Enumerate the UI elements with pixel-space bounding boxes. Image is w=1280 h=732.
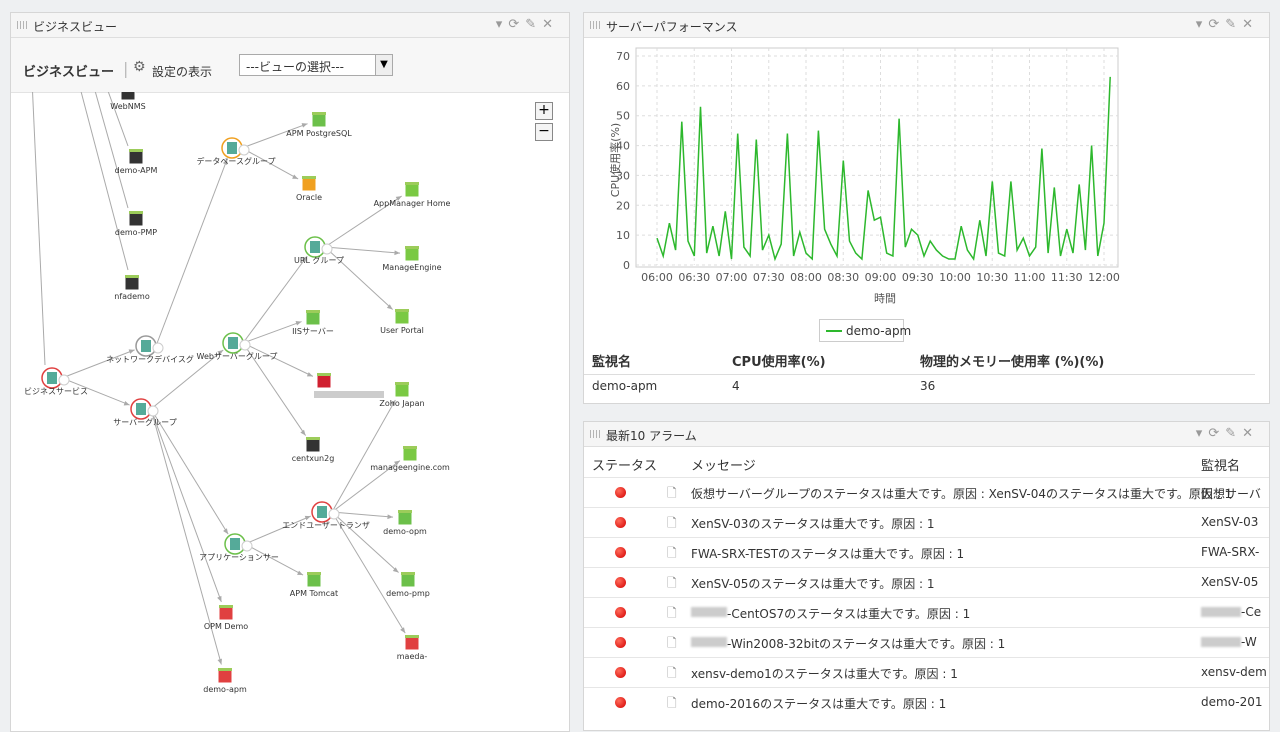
panel-header: サーバーパフォーマンス ▾⟳✎✕ — [584, 13, 1269, 38]
panel-controls[interactable]: ▾⟳✎✕ — [1195, 426, 1259, 441]
alarm-message[interactable]: demo-2016のステータスは重大です。原因 : 1 — [691, 697, 947, 711]
doc-icon: 🗋 — [667, 606, 677, 620]
panel-controls[interactable]: ▾⟳✎✕ — [1195, 17, 1259, 32]
doc-icon: 🗋 — [667, 486, 677, 500]
status-critical — [615, 577, 626, 588]
alarm-monitor[interactable]: XenSV-03 — [1201, 515, 1259, 529]
status-critical — [615, 517, 626, 528]
zoom-out[interactable]: − — [535, 123, 553, 141]
table-row — [584, 374, 1255, 403]
alarm-message[interactable]: -CentOS7のステータスは重大です。原因 : 1 — [727, 607, 971, 621]
status-critical — [615, 637, 626, 648]
doc-icon: 🗋 — [667, 696, 677, 710]
alarms-panel: 最新10 アラーム ▾⟳✎✕ ステータス メッセージ 監視名 🗋 仮想サーバーグル… — [583, 421, 1270, 731]
view-select[interactable]: ---ビューの選択--- ▼ — [239, 54, 393, 76]
view-select-text: ---ビューの選択--- — [246, 60, 344, 74]
alarm-row[interactable] — [584, 507, 1269, 538]
doc-icon: 🗋 — [667, 576, 677, 590]
panel-title: サーバーパフォーマンス — [606, 20, 738, 34]
panel-title: 最新10 アラーム — [606, 429, 697, 443]
redacted — [691, 637, 727, 647]
panel-header: 最新10 アラーム ▾⟳✎✕ — [584, 422, 1269, 447]
table-cell: 4 — [732, 379, 740, 393]
table-header: 物理的メモリー使用率 (%)(%) — [920, 355, 1105, 370]
alarm-message[interactable]: -Win2008-32bitのステータスは重大です。原因 : 1 — [727, 637, 1006, 651]
table-header: CPU使用率(%) — [732, 355, 826, 370]
column-header: 監視名 — [1201, 459, 1241, 474]
alarm-message[interactable]: FWA-SRX-TESTのステータスは重大です。原因 : 1 — [691, 547, 965, 561]
alarm-message[interactable]: XenSV-03のステータスは重大です。原因 : 1 — [691, 517, 935, 531]
panel-title: ビジネスビュー — [33, 20, 118, 34]
gear-icon[interactable]: ⚙ — [133, 59, 146, 75]
redacted — [1201, 607, 1241, 617]
redacted — [1201, 637, 1241, 647]
status-critical — [615, 697, 626, 708]
settings-link[interactable]: 設定の表示 — [152, 65, 213, 79]
alarm-row[interactable] — [584, 477, 1269, 508]
alarm-message[interactable]: XenSV-05のステータスは重大です。原因 : 1 — [691, 577, 935, 591]
alarm-row[interactable] — [584, 567, 1269, 598]
legend-swatch — [826, 330, 842, 332]
status-critical — [615, 547, 626, 558]
alarm-row[interactable] — [584, 657, 1269, 688]
alarm-message[interactable]: 仮想サーバーグループのステータスは重大です。原因 : XenSV-04のステータ… — [691, 487, 1233, 501]
alarm-message[interactable]: xensv-demo1のステータスは重大です。原因 : 1 — [691, 667, 958, 681]
alarm-monitor[interactable]: 仮想サーバ — [1201, 487, 1261, 501]
alarm-row[interactable] — [584, 627, 1269, 658]
status-critical — [615, 487, 626, 498]
status-critical — [615, 667, 626, 678]
alarm-monitor[interactable]: FWA-SRX- — [1201, 545, 1260, 559]
panel-header: ビジネスビュー ▾⟳✎✕ — [11, 13, 569, 38]
alarm-row[interactable] — [584, 597, 1269, 628]
business-view-panel: ビジネスビュー ▾⟳✎✕ ビジネスビュー | ⚙ 設定の表示 ---ビューの選択… — [10, 12, 570, 732]
dropdown-arrow: ▼ — [375, 55, 392, 75]
alarm-monitor[interactable]: demo-201 — [1201, 695, 1263, 709]
alarm-monitor[interactable]: -Ce — [1241, 605, 1262, 619]
legend: demo-apm — [819, 319, 911, 342]
redacted — [691, 607, 727, 617]
toolbar-title: ビジネスビュー — [23, 65, 115, 80]
alarm-row[interactable] — [584, 687, 1269, 718]
doc-icon: 🗋 — [667, 636, 677, 650]
separator: | — [123, 59, 129, 78]
alarm-monitor[interactable]: -W — [1241, 635, 1257, 649]
status-critical — [615, 607, 626, 618]
alarm-monitor[interactable]: XenSV-05 — [1201, 575, 1259, 589]
column-header: ステータス — [592, 459, 658, 474]
doc-icon: 🗋 — [667, 666, 677, 680]
legend-label: demo-apm — [846, 324, 912, 338]
alarm-row[interactable] — [584, 537, 1269, 568]
column-header: メッセージ — [691, 459, 756, 474]
table-header: 監視名 — [592, 355, 632, 370]
table-cell: 36 — [920, 379, 936, 393]
doc-icon: 🗋 — [667, 546, 677, 560]
table-cell: demo-apm — [592, 379, 658, 393]
panel-controls[interactable]: ▾⟳✎✕ — [495, 17, 559, 32]
performance-panel: サーバーパフォーマンス ▾⟳✎✕ demo-apm 監視名 CPU使用率(%) … — [583, 12, 1270, 404]
zoom-in[interactable]: + — [535, 102, 553, 120]
alarm-monitor[interactable]: xensv-dem — [1201, 665, 1267, 679]
doc-icon: 🗋 — [667, 516, 677, 530]
